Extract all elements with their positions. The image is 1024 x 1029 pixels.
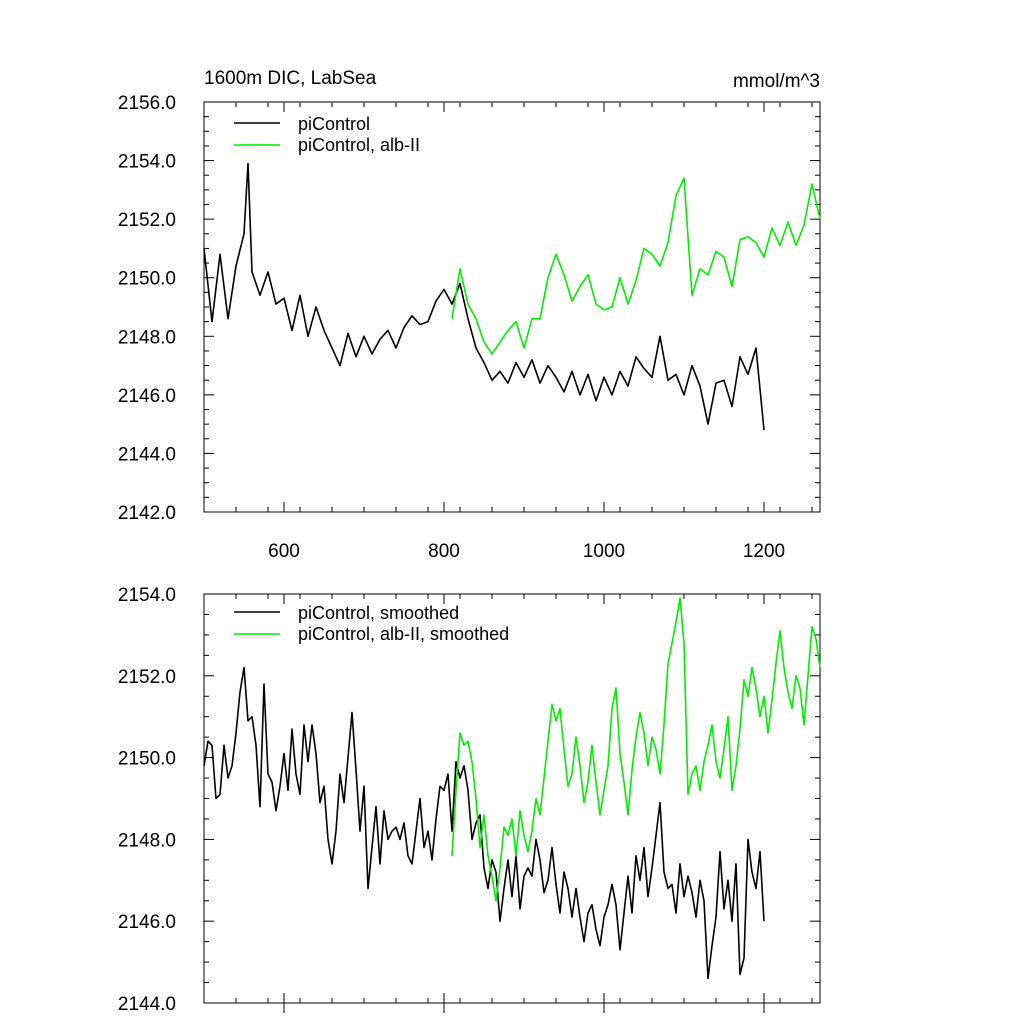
legend-label-picontrol: piControl bbox=[298, 114, 370, 134]
legend-label-alb-ii: piControl, alb-II bbox=[298, 135, 420, 155]
top-plot-area bbox=[203, 162, 821, 431]
y-tick-label: 2150.0 bbox=[118, 749, 176, 770]
x-tick-label: 600 bbox=[268, 541, 300, 562]
y-tick-label: 2152.0 bbox=[118, 667, 176, 688]
y-tick-label: 2148.0 bbox=[118, 327, 176, 348]
y-tick-label: 2154.0 bbox=[118, 152, 176, 173]
y-tick-label: 2154.0 bbox=[118, 585, 176, 606]
legend-label-alb-ii-smoothed: piControl, alb-II, smoothed bbox=[298, 624, 509, 644]
top-axes: 2142.0 2144.0 2146.0 2148.0 2150.0 2152.0 2154… bbox=[118, 93, 821, 562]
legend-label-picontrol-smoothed: piControl, smoothed bbox=[298, 603, 459, 623]
axes-frame bbox=[203, 101, 821, 513]
bottom-plot-area bbox=[203, 597, 821, 980]
units-label: mmol/m^3 bbox=[733, 71, 820, 92]
y-tick-label: 2142.0 bbox=[118, 503, 176, 524]
x-tick-label: 800 bbox=[428, 541, 460, 562]
x-tick-label: 1200 bbox=[743, 541, 785, 562]
series-line-picontrol bbox=[203, 162, 765, 431]
bottom-legend: piControl, smoothed piControl, alb-II, s… bbox=[234, 603, 509, 644]
axes-frame bbox=[203, 593, 821, 1004]
y-tick-label: 2148.0 bbox=[118, 830, 176, 851]
y-tick-label: 2146.0 bbox=[118, 386, 176, 407]
y-tick-label: 2144.0 bbox=[118, 444, 176, 465]
bottom-panel: 2144.0 2146.0 2148.0 2150.0 2152.0 2154.0 piC… bbox=[118, 585, 821, 1015]
chart-title: 1600m DIC, LabSea bbox=[204, 68, 377, 89]
bottom-axes: 2144.0 2146.0 2148.0 2150.0 2152.0 2154.0 bbox=[118, 585, 821, 1015]
top-panel: 1600m DIC, LabSea mmol/m^3 2142.02144.02… bbox=[118, 68, 821, 562]
y-tick-label: 2144.0 bbox=[118, 994, 176, 1015]
y-tick-label: 2152.0 bbox=[118, 210, 176, 231]
y-tick-label: 2156.0 bbox=[118, 93, 176, 114]
series-line-picontrol-alb-ii-smoothed bbox=[451, 597, 821, 902]
series-line-picontrol-alb-ii bbox=[451, 177, 821, 355]
series-line-picontrol-smoothed bbox=[203, 666, 765, 980]
y-tick-label: 2146.0 bbox=[118, 912, 176, 933]
x-tick-label: 1000 bbox=[583, 541, 625, 562]
top-legend: piControl piControl, alb-II bbox=[234, 114, 420, 155]
y-tick-label: 2150.0 bbox=[118, 269, 176, 290]
